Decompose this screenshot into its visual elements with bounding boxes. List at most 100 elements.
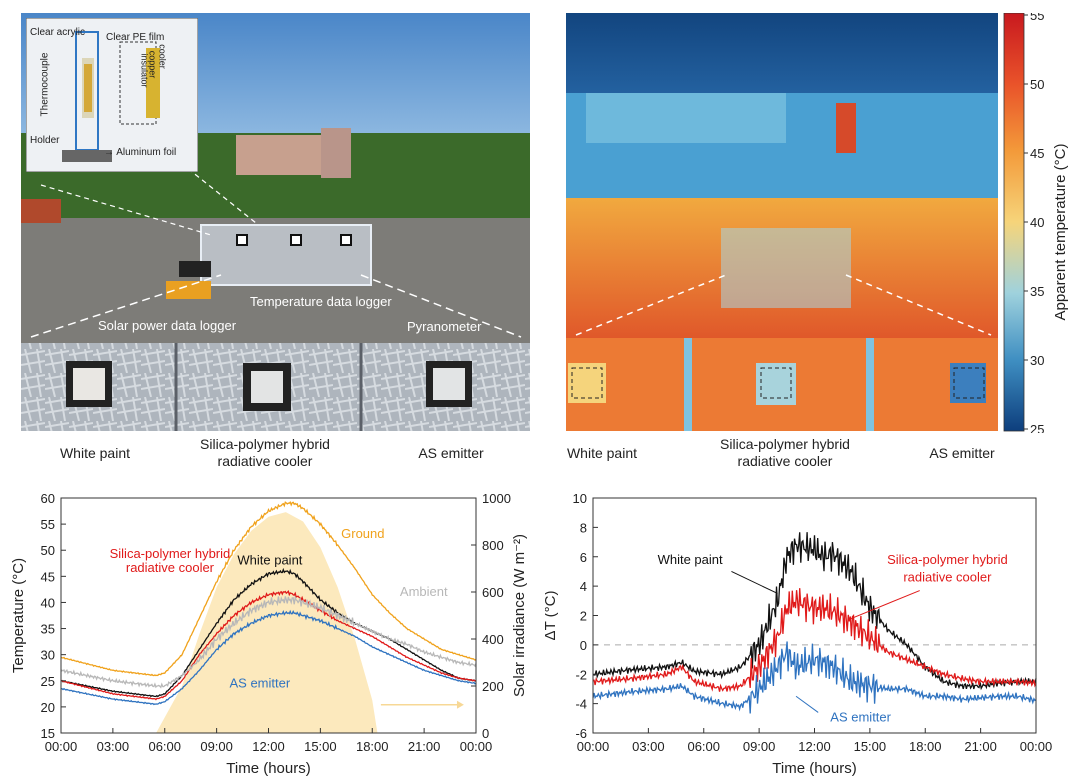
thermal-caption-white-paint: White paint <box>566 445 638 461</box>
series-line <box>60 500 477 677</box>
y-tick-label: 55 <box>41 517 55 532</box>
thermal-caption-as-emitter: AS emitter <box>929 445 995 461</box>
colorbar-tick-label: 30 <box>1030 353 1044 368</box>
x-tick-label: 09:00 <box>200 739 233 754</box>
series-line <box>60 590 476 701</box>
series-line <box>60 609 477 706</box>
y-tick-label: 60 <box>41 491 55 506</box>
colorbar-tick-label: 45 <box>1030 146 1044 161</box>
x-tick-label: 21:00 <box>408 739 441 754</box>
thermal-image <box>566 13 998 431</box>
label-hybrid-line2: radiative cooler <box>126 560 215 575</box>
x-tick-label: 06:00 <box>687 739 720 754</box>
y-tick-label: 0 <box>580 638 587 653</box>
solar-logger-label: Solar power data logger <box>98 318 237 333</box>
temperature-chart: 00:00 03:00 06:00 09:00 12:00 15:00 18:00 21:00… <box>10 491 528 777</box>
y2-tick-label: 800 <box>482 538 504 553</box>
y-tick-label: 20 <box>41 700 55 715</box>
series-line <box>60 567 477 698</box>
y2-axis-label: Solar irradiance (W m⁻²) <box>511 534 528 697</box>
irradiance-arrow-head <box>456 700 464 709</box>
y-tick-label: 30 <box>41 648 55 663</box>
label-ambient: Ambient <box>400 584 448 599</box>
colorbar-tick-label: 40 <box>1030 215 1044 230</box>
colorbar-tick-label: 35 <box>1030 284 1044 299</box>
colorbar-tick-label: 50 <box>1030 77 1044 92</box>
photo-caption-as-emitter: AS emitter <box>418 445 484 461</box>
x-tick-label: 06:00 <box>148 739 181 754</box>
pointer-hybrid <box>847 590 920 621</box>
label-hybrid-line1: Silica-polymer hybrid <box>110 546 231 561</box>
y-tick-label: -4 <box>575 697 587 712</box>
y-tick-label: 50 <box>41 543 55 558</box>
x-tick-label: 12:00 <box>798 739 831 754</box>
label-hybrid-line1: Silica-polymer hybrid <box>887 552 1008 567</box>
colorbar-title: Apparent temperature (°C) <box>1052 143 1069 321</box>
y-tick-label: -6 <box>575 726 587 741</box>
thermal-caption-hybrid-cooler: Silica-polymer hybrid radiative cooler <box>720 436 850 469</box>
y-tick-label: 6 <box>580 550 587 565</box>
irradiance-area <box>156 512 378 733</box>
x-tick-label: 00:00 <box>45 739 78 754</box>
inset-clear-acrylic-label: Clear acrylic <box>30 27 86 38</box>
pointer-as-emitter <box>795 695 819 713</box>
pointer-white-paint <box>731 570 778 594</box>
x-tick-label: 21:00 <box>964 739 997 754</box>
series-line <box>592 588 1037 693</box>
y2-tick-label: 200 <box>482 679 504 694</box>
y-axis-label: Temperature (°C) <box>10 558 27 673</box>
y2-tick-label: 600 <box>482 585 504 600</box>
field-photo <box>21 13 530 431</box>
series-line <box>592 532 1037 691</box>
label-ground: Ground <box>341 526 384 541</box>
label-as-emitter: AS emitter <box>830 709 891 724</box>
y-tick-label: 2 <box>580 609 587 624</box>
x-tick-label: 03:00 <box>97 739 130 754</box>
y2-tick-label: 0 <box>482 726 489 741</box>
y-tick-label: 8 <box>580 520 587 535</box>
x-tick-label: 09:00 <box>743 739 776 754</box>
inset-clear-pe-film-label: Clear PE film <box>106 32 165 43</box>
y2-tick-label: 400 <box>482 632 504 647</box>
y-axis-label: ΔT (°C) <box>545 591 559 641</box>
y-tick-label: 45 <box>41 569 55 584</box>
label-white-paint: White paint <box>658 552 723 567</box>
x-tick-label: 00:00 <box>1020 739 1053 754</box>
label-white-paint: White paint <box>237 552 302 567</box>
y-tick-label: 15 <box>41 726 55 741</box>
photo-caption-hybrid-cooler: Silica-polymer hybrid radiative cooler <box>200 436 330 469</box>
x-tick-label: 18:00 <box>909 739 942 754</box>
pyranometer-label: Pyranometer <box>407 319 482 334</box>
colorbar-tick-label: 25 <box>1030 422 1044 433</box>
x-tick-label: 00:00 <box>460 739 493 754</box>
label-as-emitter: AS emitter <box>230 676 291 691</box>
x-tick-label: 15:00 <box>854 739 887 754</box>
setup-inset-diagram <box>26 18 198 172</box>
y2-tick-label: 1000 <box>482 491 511 506</box>
delta-t-chart: 00:00 03:00 06:00 09:00 12:00 15:00 18:00 21:00… <box>545 491 1053 777</box>
y-tick-label: 25 <box>41 674 55 689</box>
label-hybrid-line2: radiative cooler <box>903 570 992 585</box>
x-tick-label: 03:00 <box>632 739 665 754</box>
inset-thermocouple-label: Thermocouple <box>39 52 51 117</box>
y-tick-label: 35 <box>41 622 55 637</box>
y-tick-label: 10 <box>573 491 587 506</box>
y-tick-label: -2 <box>575 667 587 682</box>
y-tick-label: 4 <box>580 579 587 594</box>
x-tick-label: 15:00 <box>304 739 337 754</box>
x-axis-label: Time (hours) <box>226 760 310 777</box>
series-line <box>592 641 1037 714</box>
inset-holder-label: Holder <box>30 135 60 146</box>
inset-aluminum-foil-label: → Aluminum foil <box>104 147 177 158</box>
y-tick-label: 40 <box>41 595 55 610</box>
series-line <box>60 595 477 689</box>
photo-caption-white-paint: White paint <box>59 445 131 461</box>
x-tick-label: 12:00 <box>252 739 285 754</box>
colorbar-tick-label: 55 <box>1030 13 1044 23</box>
x-tick-label: 18:00 <box>356 739 389 754</box>
temperature-logger-label: Temperature data logger <box>250 294 392 309</box>
inset-insulator-label: insulator <box>139 53 150 88</box>
x-tick-label: 00:00 <box>577 739 610 754</box>
thermal-colorbar: 55 50 45 40 35 30 25 <box>1003 13 1044 433</box>
x-axis-label: Time (hours) <box>772 760 856 777</box>
